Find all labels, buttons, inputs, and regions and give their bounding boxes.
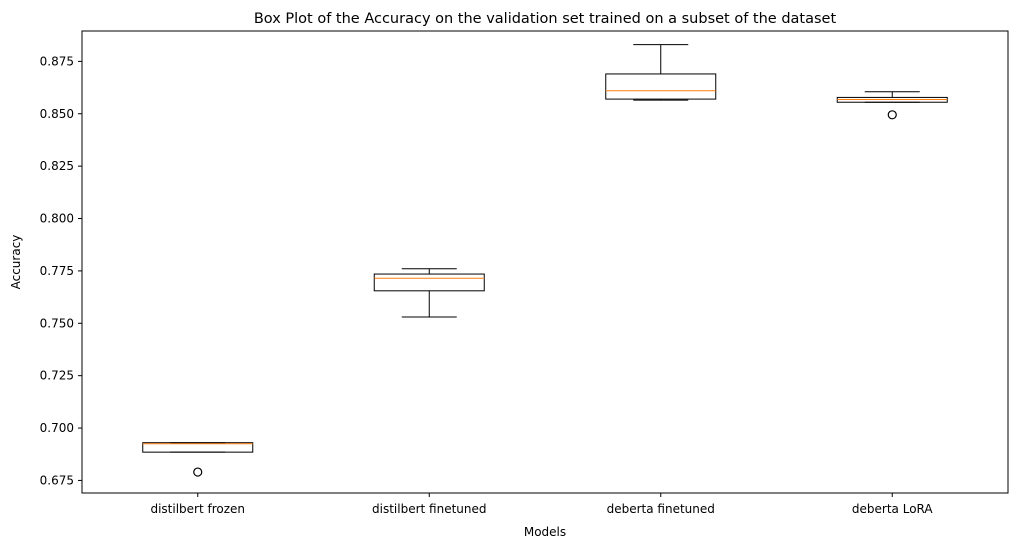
box-2 bbox=[605, 44, 717, 101]
y-tick-label: 0.850 bbox=[40, 107, 74, 121]
x-tick-label: deberta LoRA bbox=[852, 502, 933, 516]
y-tick-label: 0.750 bbox=[40, 316, 74, 330]
x-tick-label: distilbert finetuned bbox=[372, 502, 487, 516]
chart-title: Box Plot of the Accuracy on the validati… bbox=[254, 11, 837, 27]
box-iqr bbox=[373, 273, 485, 292]
x-tick-label: deberta finetuned bbox=[607, 502, 715, 516]
outlier-point bbox=[887, 110, 897, 120]
outlier-point bbox=[193, 467, 203, 477]
y-tick-label: 0.800 bbox=[40, 212, 74, 226]
x-axis: distilbert frozen distilbert finetuned deb… bbox=[150, 493, 933, 516]
y-axis-label: Accuracy bbox=[9, 235, 23, 290]
plot-area-frame bbox=[81, 30, 1009, 494]
box-iqr bbox=[142, 442, 254, 453]
box-3 bbox=[836, 91, 948, 120]
box-0 bbox=[142, 442, 254, 477]
x-tick-label: distilbert frozen bbox=[150, 502, 245, 516]
y-tick-label: 0.700 bbox=[40, 421, 74, 435]
y-tick-label: 0.725 bbox=[40, 369, 74, 383]
x-axis-label: Models bbox=[524, 525, 566, 539]
y-tick-label: 0.825 bbox=[40, 159, 74, 173]
boxes-group bbox=[142, 44, 948, 477]
y-tick-label: 0.875 bbox=[40, 54, 74, 68]
box-1 bbox=[373, 268, 485, 318]
y-tick-label: 0.775 bbox=[40, 264, 74, 278]
y-tick-label: 0.675 bbox=[40, 473, 74, 487]
y-axis: 0.675 0.700 0.725 0.750 0.775 0.800 0.825 0.850… bbox=[40, 54, 82, 487]
box-iqr bbox=[605, 73, 717, 100]
